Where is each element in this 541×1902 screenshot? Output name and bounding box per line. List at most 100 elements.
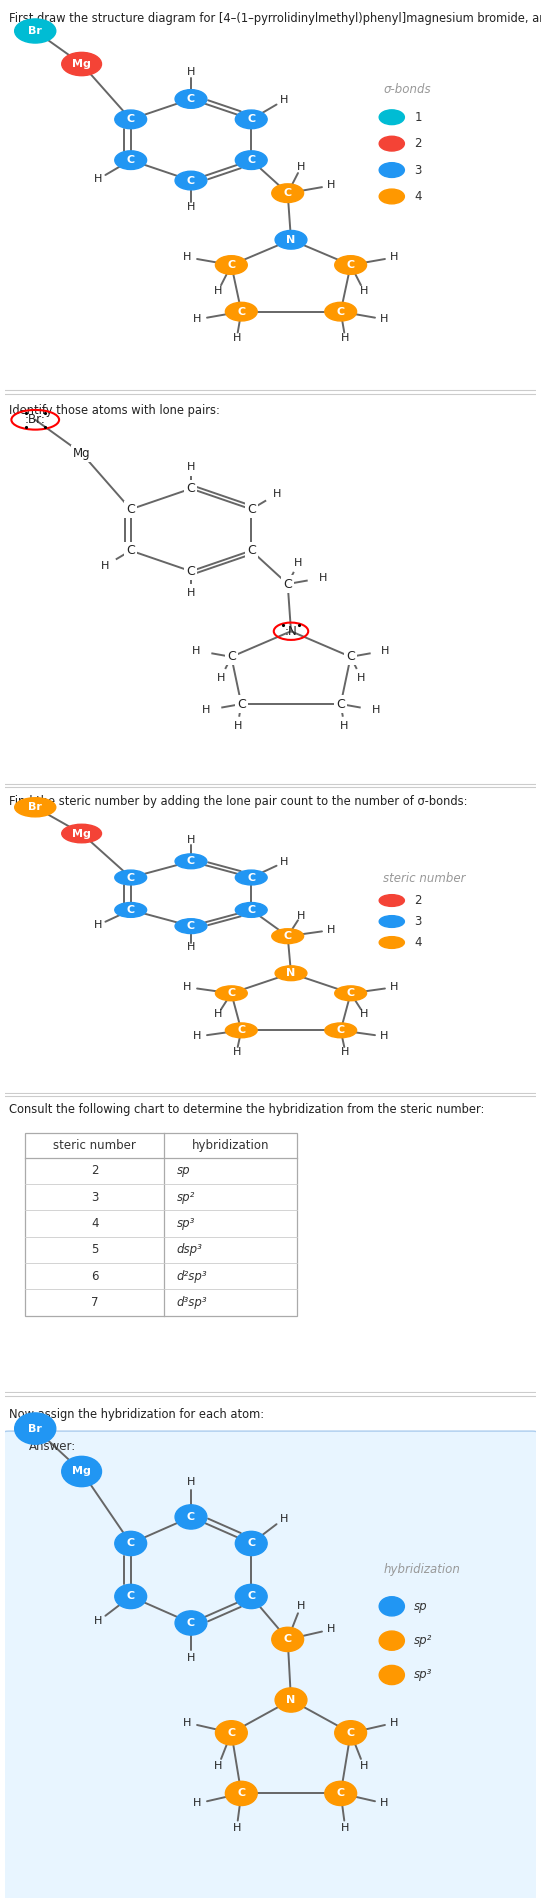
Text: H: H [273, 489, 281, 498]
Text: H: H [296, 911, 305, 921]
Circle shape [62, 824, 102, 843]
Text: H: H [214, 1008, 222, 1019]
Text: H: H [341, 333, 349, 344]
Text: H: H [187, 67, 195, 78]
Text: H: H [296, 1601, 305, 1611]
Text: :N: :N [285, 624, 298, 637]
Text: d³sp³: d³sp³ [176, 1295, 207, 1309]
Text: 1: 1 [414, 110, 422, 124]
Circle shape [325, 302, 357, 321]
Circle shape [235, 110, 267, 129]
Text: H: H [233, 1046, 241, 1056]
Circle shape [275, 966, 307, 981]
Text: Mg: Mg [73, 447, 90, 460]
Text: Mg: Mg [72, 829, 91, 839]
Text: σ-bonds: σ-bonds [383, 84, 431, 95]
Text: H: H [187, 943, 195, 953]
Text: C: C [347, 1727, 355, 1738]
Text: C: C [127, 905, 135, 915]
Circle shape [175, 89, 207, 108]
Text: C: C [187, 856, 195, 865]
Text: C: C [227, 261, 235, 270]
Circle shape [272, 928, 304, 943]
Circle shape [272, 1628, 304, 1651]
Text: Br: Br [28, 803, 42, 812]
Text: C: C [187, 175, 195, 186]
Text: 6: 6 [91, 1271, 98, 1282]
Circle shape [115, 903, 147, 917]
Circle shape [226, 302, 257, 321]
Text: H: H [192, 645, 201, 656]
Circle shape [379, 137, 404, 150]
Text: H: H [193, 1799, 202, 1809]
Text: 2: 2 [91, 1164, 98, 1177]
Text: H: H [233, 333, 241, 344]
Text: C: C [187, 481, 195, 495]
Text: H: H [193, 1031, 202, 1042]
Text: 5: 5 [91, 1244, 98, 1257]
Circle shape [379, 110, 404, 126]
Circle shape [175, 854, 207, 869]
Text: H: H [233, 1824, 241, 1834]
Circle shape [15, 19, 56, 44]
Text: H: H [279, 858, 288, 867]
Circle shape [175, 1504, 207, 1529]
Text: C: C [227, 1727, 235, 1738]
Text: C: C [283, 932, 292, 941]
Circle shape [275, 230, 307, 249]
Circle shape [379, 915, 404, 928]
Text: sp³: sp³ [414, 1668, 433, 1681]
Text: :Br:: :Br: [25, 413, 45, 426]
Text: C: C [237, 306, 246, 316]
Circle shape [215, 1721, 247, 1744]
Circle shape [175, 1611, 207, 1636]
Text: C: C [337, 1788, 345, 1799]
Text: sp³: sp³ [176, 1217, 195, 1231]
Text: H: H [360, 1761, 368, 1771]
Text: H: H [187, 1653, 195, 1662]
Text: Answer:: Answer: [29, 1440, 76, 1453]
Circle shape [226, 1023, 257, 1038]
Circle shape [115, 869, 147, 884]
Text: sp²: sp² [176, 1191, 195, 1204]
Text: H: H [187, 462, 195, 472]
Circle shape [335, 255, 367, 274]
Text: steric number: steric number [54, 1139, 136, 1153]
Text: 3: 3 [414, 915, 421, 928]
Text: H: H [390, 1718, 399, 1727]
Text: H: H [360, 1008, 368, 1019]
Text: H: H [360, 285, 368, 295]
Text: H: H [183, 253, 192, 262]
Text: H: H [296, 162, 305, 173]
Text: H: H [214, 1761, 222, 1771]
Text: H: H [380, 1031, 388, 1042]
Text: sp: sp [176, 1164, 190, 1177]
Text: H: H [319, 573, 327, 582]
Text: H: H [327, 1624, 335, 1634]
Text: H: H [390, 253, 399, 262]
Text: C: C [187, 93, 195, 105]
Text: C: C [237, 698, 246, 711]
Text: C: C [337, 1025, 345, 1035]
Text: C: C [337, 306, 345, 316]
Text: C: C [127, 156, 135, 165]
Text: sp²: sp² [414, 1634, 433, 1647]
Text: Consult the following chart to determine the hybridization from the steric numbe: Consult the following chart to determine… [9, 1103, 484, 1116]
Text: H: H [279, 1514, 288, 1524]
Text: H: H [327, 924, 335, 936]
Circle shape [15, 1413, 56, 1444]
Text: 2: 2 [414, 137, 422, 150]
Circle shape [115, 1584, 147, 1609]
Circle shape [226, 1782, 257, 1805]
Circle shape [235, 1584, 267, 1609]
Text: C: C [187, 565, 195, 578]
Circle shape [379, 164, 404, 177]
Circle shape [235, 903, 267, 917]
Text: H: H [202, 706, 210, 715]
Text: H: H [341, 1824, 349, 1834]
Text: C: C [187, 1619, 195, 1628]
Text: C: C [127, 544, 135, 557]
Text: C: C [127, 1539, 135, 1548]
Text: H: H [183, 1718, 192, 1727]
Text: N: N [286, 1695, 295, 1704]
